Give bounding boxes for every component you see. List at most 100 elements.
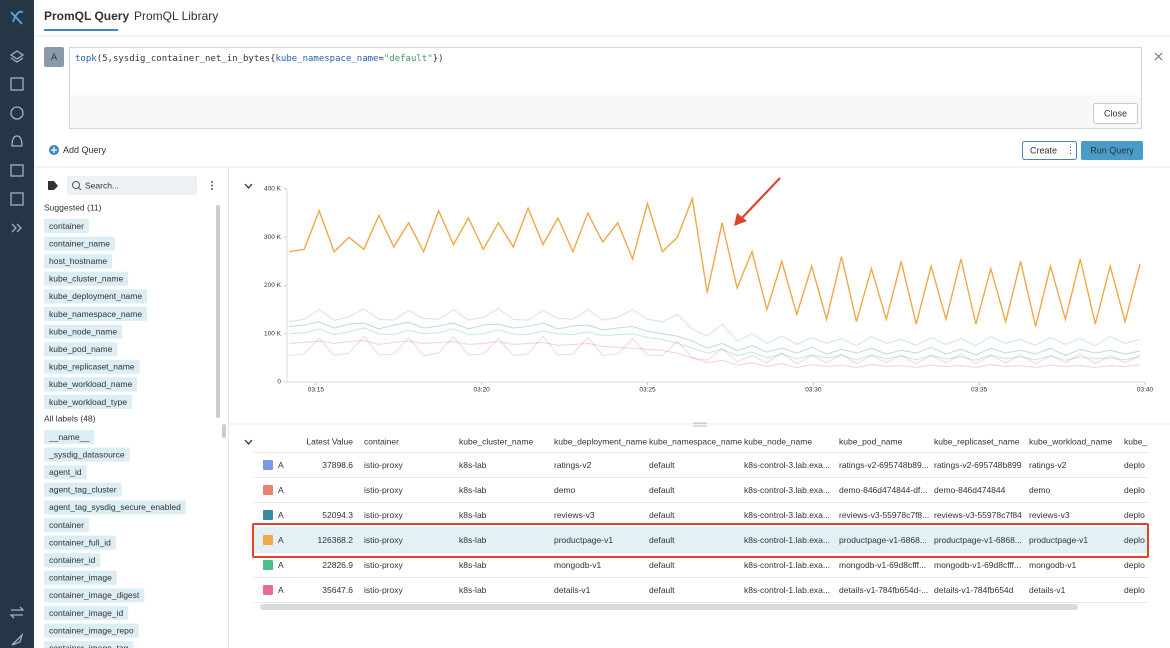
button-label[interactable]: Create xyxy=(1030,145,1057,155)
chip-label: container_image_repo xyxy=(49,625,134,635)
chip-bg xyxy=(44,307,148,321)
chip-bg xyxy=(44,447,130,462)
table-cell: productpage-v1 xyxy=(554,535,613,545)
label-chip[interactable]: kube_node_name xyxy=(44,324,123,339)
series-line xyxy=(289,308,1141,347)
column-header[interactable]: Latest Value xyxy=(306,436,353,446)
chip-label: container_id xyxy=(49,555,96,565)
label-chip[interactable]: kube_workload_name xyxy=(44,377,138,392)
section-title: All labels (48) xyxy=(44,413,96,423)
label-chip[interactable]: agent_id xyxy=(44,465,87,480)
button-label[interactable]: Run Query xyxy=(1090,145,1134,155)
nav-icon[interactable] xyxy=(10,106,24,120)
search-box[interactable] xyxy=(67,176,197,195)
create-button[interactable] xyxy=(1022,141,1077,160)
nav-icon[interactable] xyxy=(9,50,25,63)
button-label[interactable]: Close xyxy=(1104,108,1127,118)
label-chip[interactable]: agent_tag_cluster xyxy=(44,482,122,497)
table: Latest Value container kube_cluster_name ku… xyxy=(252,436,1149,603)
label-chip[interactable]: container_name xyxy=(44,236,115,251)
annotation-arrowhead xyxy=(734,213,747,226)
nav-icon[interactable] xyxy=(10,164,24,177)
column-header[interactable]: kube_cluster_name xyxy=(459,436,533,446)
chip-label: container_full_id xyxy=(49,537,111,547)
table-cell: istio-proxy xyxy=(364,485,403,495)
table-cell: 126368.2 xyxy=(318,535,354,545)
run-query-button[interactable] xyxy=(1081,141,1143,160)
search-icon xyxy=(72,181,80,189)
column-header[interactable]: kube_deployment_name xyxy=(554,436,647,446)
column-header[interactable]: kube_node_name xyxy=(744,436,812,446)
label-chip[interactable]: _sysdig_datasource xyxy=(44,447,130,462)
y-tick-label: 0 xyxy=(277,379,281,386)
column-header[interactable]: kube_ xyxy=(1124,436,1147,446)
create-menu: ⋮ xyxy=(1066,145,1075,155)
column-header[interactable]: container xyxy=(364,436,399,446)
label-chip[interactable]: kube_namespace_name xyxy=(44,307,148,321)
label-chip[interactable]: container_image_repo xyxy=(44,623,139,638)
table-row[interactable]: A 52094.3 istio-proxy k8s-lab reviews-v3 defa… xyxy=(263,510,1145,520)
tab[interactable]: PromQL Library xyxy=(134,9,218,23)
table-cell: details-v1 xyxy=(554,585,591,595)
label-chip[interactable]: container_image_id xyxy=(44,606,129,620)
remove-query-icon[interactable] xyxy=(1154,52,1163,61)
series-swatch xyxy=(263,560,273,570)
query-cell: A xyxy=(278,460,284,470)
collapse-table[interactable] xyxy=(244,439,253,445)
label-chip[interactable]: kube_pod_name xyxy=(44,342,118,357)
table-cell: deplo xyxy=(1124,485,1145,495)
table-row[interactable]: A 35647.6 istio-proxy k8s-lab details-v1 defa… xyxy=(263,585,1145,595)
label-chip[interactable]: __name__ xyxy=(44,430,95,444)
column-header[interactable]: kube_namespace_name xyxy=(649,436,742,446)
nav-icon[interactable] xyxy=(11,632,24,646)
label-chip[interactable]: kube_workload_type xyxy=(44,395,132,409)
label-chip[interactable]: container_image_digest xyxy=(44,588,145,603)
chip-label: host_hostname xyxy=(49,256,107,266)
query-cell: A xyxy=(278,560,284,570)
table-cell: k8s-lab xyxy=(459,460,487,470)
column-header[interactable]: kube_workload_name xyxy=(1029,436,1112,446)
query-cell: A xyxy=(278,485,284,495)
table-row[interactable]: A 22826.9 istio-proxy k8s-lab mongodb-v1 defa… xyxy=(263,560,1145,570)
resize-handle[interactable] xyxy=(693,422,707,427)
nav-icon[interactable] xyxy=(10,192,24,206)
label-chip[interactable]: kube_cluster_name xyxy=(44,271,129,286)
tab-active[interactable]: PromQL Query xyxy=(44,9,129,23)
label-chip[interactable]: container_full_id xyxy=(44,535,116,550)
add-query[interactable]: Add Query xyxy=(63,145,107,155)
column-header[interactable]: kube_pod_name xyxy=(839,436,903,446)
chip-bg xyxy=(44,535,116,550)
chip-label: container_image xyxy=(49,573,112,583)
series-swatch xyxy=(263,510,273,520)
label-chip[interactable]: kube_deployment_name xyxy=(44,289,148,304)
tag-icon[interactable] xyxy=(48,181,58,190)
table-cell: deplo xyxy=(1124,510,1145,520)
table-cell: demo xyxy=(554,485,576,495)
nav-icon[interactable] xyxy=(11,135,23,147)
menu-dots[interactable] xyxy=(211,181,213,190)
nav-logo[interactable] xyxy=(10,10,24,25)
label-chip[interactable]: container_image_tag xyxy=(44,641,134,648)
table-row[interactable]: A 37898.6 istio-proxy k8s-lab ratings-v2 defa… xyxy=(263,460,1145,470)
tab-underline xyxy=(44,29,118,31)
label-chip[interactable]: container xyxy=(44,518,89,532)
nav-icon[interactable] xyxy=(10,77,24,91)
y-tick-label: 100 K xyxy=(264,330,282,337)
chip-bg xyxy=(44,518,89,532)
label-chip[interactable]: container_id xyxy=(44,553,101,568)
label-chip[interactable]: kube_replicaset_name xyxy=(44,359,140,374)
label-chip[interactable]: host_hostname xyxy=(44,254,113,269)
close-button[interactable] xyxy=(1093,103,1138,124)
nav-icon[interactable] xyxy=(11,223,22,233)
label-chip[interactable]: agent_tag_sysdig_secure_enabled xyxy=(44,500,186,515)
query-cell: A xyxy=(278,535,284,545)
label-chip[interactable]: container_image xyxy=(44,570,117,585)
table-cell: demo-846d474844 xyxy=(934,485,1006,495)
collapse-chart[interactable] xyxy=(244,183,253,189)
chip-label: kube_workload_name xyxy=(49,379,132,389)
label-chip[interactable]: container xyxy=(44,219,89,233)
column-header[interactable]: kube_replicaset_name xyxy=(934,436,1020,446)
nav-icon[interactable] xyxy=(9,606,25,619)
table-row[interactable]: A 126368.2 istio-proxy k8s-lab productpage-v… xyxy=(263,535,1145,545)
